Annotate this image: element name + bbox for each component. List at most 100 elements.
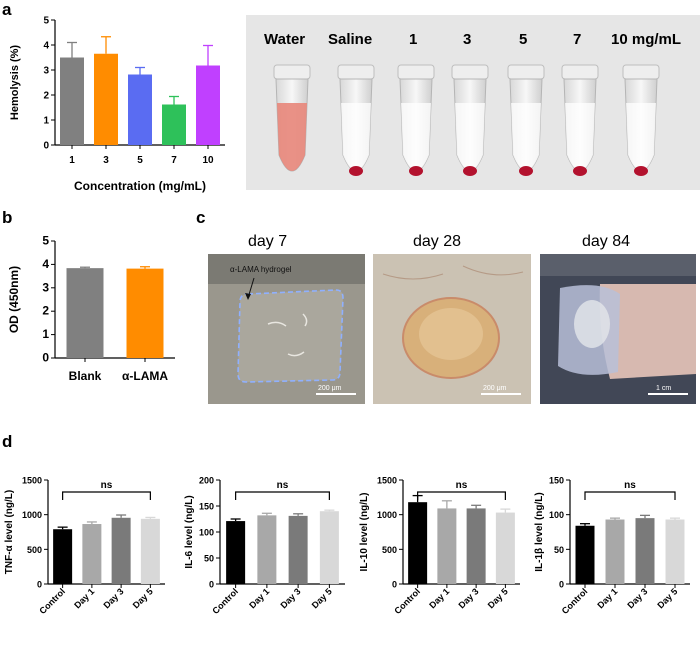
tube-7 (622, 64, 660, 176)
bar-blank (66, 268, 104, 358)
day-7-photo: α-LAMA hydrogel 200 μm (208, 254, 365, 404)
y-tick-label: 0 (37, 580, 42, 590)
y-tick-label: 0 (42, 351, 49, 365)
y-tick-label: 1500 (22, 476, 42, 486)
tube-label-water: Water (264, 31, 306, 48)
scale-label-day28: 200 μm (483, 385, 507, 392)
bar-day-1 (605, 519, 625, 584)
x-tick-label: Control (392, 586, 422, 616)
tube-4 (451, 64, 489, 176)
scale-label-day7: 200 μm (318, 385, 342, 392)
bar-7 (162, 104, 186, 145)
significance-bracket (62, 491, 151, 500)
bar-day-1 (82, 524, 102, 584)
tube-cap (397, 64, 435, 80)
day-28-photo: 200 μm (373, 254, 531, 404)
x-tick-label: Day 3 (101, 586, 125, 610)
scale-label-day84: 1 cm (656, 385, 671, 392)
y-tick-label: 1 (43, 116, 49, 127)
y-axis-label: IL-1β level (ng/L) (534, 492, 545, 571)
bar-day-5 (140, 518, 160, 584)
y-axis-label: OD (450nm) (7, 266, 21, 333)
day-84-label: day 84 (582, 233, 631, 250)
tube-label-3: 3 (463, 31, 472, 48)
y-tick-label: 5 (43, 16, 49, 27)
rbc-pellet (409, 166, 423, 176)
tube-photo-illustration (273, 64, 660, 176)
tube-liquid-clear (341, 103, 371, 171)
y-tick-label: 0 (559, 580, 564, 590)
bar-day-5 (665, 519, 685, 584)
hydrogel-outline (237, 289, 344, 383)
day-7-label: day 7 (248, 233, 288, 250)
significance-bracket (584, 491, 676, 500)
y-tick-label: 1000 (22, 510, 42, 520)
bar-3 (94, 53, 118, 145)
y-tick-label: 3 (43, 66, 49, 77)
significance-label: ns (624, 480, 636, 491)
rbc-pellet (349, 166, 363, 176)
tube-label-saline: Saline (328, 31, 373, 48)
tube-cap (337, 64, 375, 80)
x-tick-label: Day 5 (486, 586, 510, 610)
x-tick-label: Day 3 (278, 586, 302, 610)
tube-cap (273, 64, 311, 80)
significance-bracket (417, 491, 506, 500)
y-tick-label: 0 (392, 580, 397, 590)
bar-day-5 (319, 511, 339, 584)
panel-label-c: c (196, 208, 206, 227)
y-tick-label: 4 (42, 257, 49, 271)
y-tick-label: 500 (382, 545, 397, 555)
x-tick-label: Day 1 (72, 586, 96, 610)
x-tick-label: 7 (171, 155, 177, 166)
x-tick-label: Blank (69, 369, 102, 383)
panel-label-d: d (2, 432, 13, 451)
tube-3 (397, 64, 435, 176)
day-7-illustration: α-LAMA hydrogel 200 μm (208, 254, 365, 404)
x-tick-label: Day 1 (247, 586, 271, 610)
tube-cap (622, 64, 660, 80)
y-tick-label: 50 (554, 545, 564, 555)
tube-labels: Water Saline 1 3 5 7 10 mg/mL (246, 31, 700, 55)
y-axis-label: Hemolysis (%) (9, 45, 21, 121)
tube-cap (561, 64, 599, 80)
y-tick-label: 150 (549, 476, 564, 486)
tube-5 (507, 64, 545, 176)
x-tick-label: α-LAMA (122, 369, 168, 383)
bar--lama (126, 268, 164, 358)
y-axis-label: IL-6 level (ng/L) (184, 495, 195, 568)
y-tick-label: 150 (199, 502, 214, 512)
tube-liquid-red (277, 103, 307, 171)
rbc-pellet (463, 166, 477, 176)
x-tick-label: 5 (137, 155, 143, 166)
bar-control (575, 525, 595, 584)
day-84-photo: 1 cm (540, 254, 696, 404)
tube-liquid-clear (401, 103, 431, 171)
tube-cap (451, 64, 489, 80)
y-tick-label: 5 (42, 234, 49, 248)
x-tick-label: 3 (103, 155, 109, 166)
bar-5 (128, 74, 152, 145)
hemolysis-bar-chart: 0 1 2 3 4 5 Hemolysis (%) 1 3 5 7 10 Concentration (… (9, 16, 225, 193)
bar-day-3 (466, 508, 486, 584)
y-tick-label: 1000 (377, 510, 397, 520)
bar-day-5 (495, 512, 515, 584)
bar-1 (60, 57, 84, 145)
rbc-pellet (519, 166, 533, 176)
tube-label-1: 1 (409, 31, 418, 48)
x-tick-label: Day 1 (427, 586, 451, 610)
panel-label-a: a (2, 0, 12, 19)
bar-day-1 (437, 508, 457, 584)
bar-control (53, 529, 73, 584)
hydrogel-annotation: α-LAMA hydrogel (230, 265, 292, 274)
tube-photo: Water Saline 1 3 5 7 10 mg/mL (246, 15, 700, 190)
bar-day-3 (635, 518, 655, 584)
significance-label: ns (101, 480, 113, 491)
tube-liquid-clear (626, 103, 656, 171)
il6-bar-chart: 0 50 100 150 200 IL-6 level (ng/L) Control Day … (184, 476, 345, 616)
day-28-label: day 28 (413, 233, 462, 250)
y-tick-label: 4 (43, 41, 49, 52)
x-tick-label: Control (210, 586, 240, 616)
